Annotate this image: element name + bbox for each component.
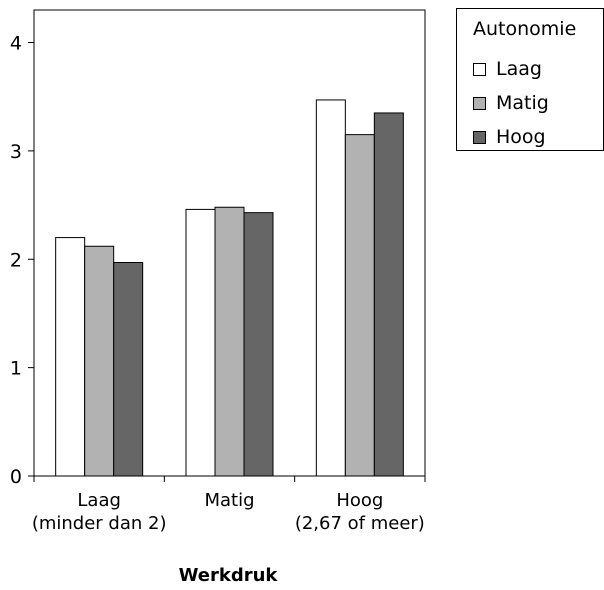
y-tick-label: 0: [10, 466, 22, 488]
legend-item-matig: Matig: [473, 91, 549, 115]
bar: [185, 208, 216, 477]
x-tick-label: (2,67 of meer): [295, 513, 425, 534]
legend-title: Autonomie: [473, 18, 577, 40]
legend-label-matig: Matig: [496, 92, 549, 114]
legend-label-laag: Laag: [496, 58, 542, 80]
bar: [214, 206, 245, 477]
x-tick-label: Laag: [77, 490, 121, 511]
x-tick-label: Matig: [204, 490, 254, 511]
x-tick-label: Hoog: [336, 490, 383, 511]
legend-swatch-laag: [473, 62, 486, 76]
legend-swatch-matig: [473, 96, 486, 110]
bar: [344, 134, 375, 477]
bar: [84, 245, 115, 477]
legend: Autonomie Laag Matig Hoog: [456, 8, 604, 151]
bar: [315, 99, 346, 477]
legend-label-hoog: Hoog: [496, 126, 546, 148]
bar-chart: 0 1 2 3 4 Laag(minder dan 2) Matig Hoog(2,67 of…: [10, 9, 426, 534]
x-axis-title: Werkdruk: [178, 565, 278, 586]
y-tick-label: 4: [10, 33, 22, 55]
bar: [55, 237, 86, 477]
bar: [113, 262, 144, 477]
y-tick-label: 1: [10, 358, 22, 380]
legend-item-laag: Laag: [473, 57, 542, 81]
bar: [243, 212, 274, 477]
y-tick-label: 2: [10, 249, 22, 271]
bar: [373, 112, 404, 477]
y-tick-label: 3: [10, 141, 22, 163]
legend-item-hoog: Hoog: [473, 125, 546, 149]
legend-swatch-hoog: [473, 130, 486, 144]
x-tick-label: (minder dan 2): [32, 513, 167, 534]
